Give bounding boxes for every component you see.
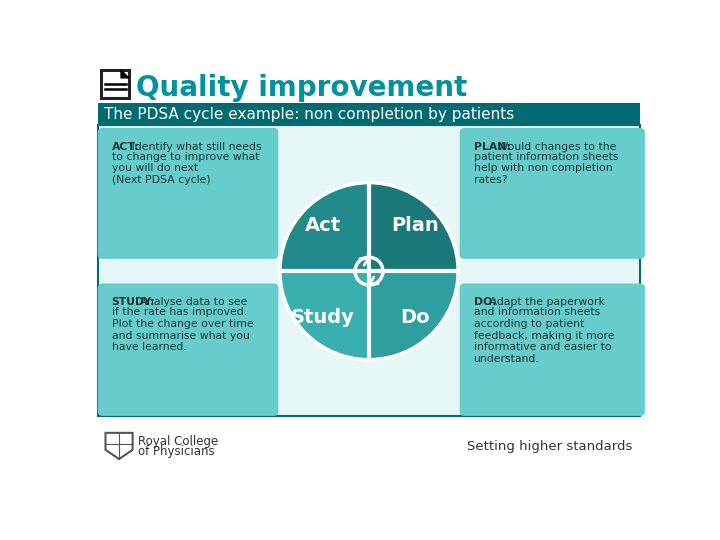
- Wedge shape: [369, 271, 458, 360]
- FancyBboxPatch shape: [98, 125, 640, 416]
- Text: patient information sheets
help with non completion
rates?: patient information sheets help with non…: [474, 152, 618, 185]
- Polygon shape: [121, 70, 129, 78]
- Text: PLAN:: PLAN:: [474, 142, 510, 152]
- FancyBboxPatch shape: [459, 284, 645, 416]
- Text: to change to improve what
you will do next
(Next PDSA cycle): to change to improve what you will do ne…: [112, 152, 259, 185]
- Text: Plan: Plan: [392, 215, 439, 234]
- Text: Royal College: Royal College: [138, 435, 218, 448]
- Text: The PDSA cycle example: non completion by patients: The PDSA cycle example: non completion b…: [104, 106, 514, 122]
- Text: and information sheets
according to patient
feedback, making it more
informative: and information sheets according to pati…: [474, 307, 614, 364]
- Text: Setting higher standards: Setting higher standards: [467, 440, 632, 453]
- Text: ACT:: ACT:: [112, 142, 140, 152]
- Text: Act: Act: [305, 215, 341, 234]
- FancyBboxPatch shape: [101, 70, 129, 98]
- Text: if the rate has improved.
Plot the change over time
and summarise what you
have : if the rate has improved. Plot the chang…: [112, 307, 253, 352]
- Text: Analyse data to see: Analyse data to see: [136, 298, 247, 307]
- Text: Identify what still needs: Identify what still needs: [128, 142, 261, 152]
- Wedge shape: [280, 271, 369, 360]
- FancyBboxPatch shape: [98, 284, 279, 416]
- Text: DO:: DO:: [474, 298, 496, 307]
- FancyBboxPatch shape: [98, 103, 640, 125]
- Text: Would changes to the: Would changes to the: [494, 142, 616, 152]
- FancyBboxPatch shape: [98, 128, 279, 259]
- Text: Do: Do: [400, 308, 430, 327]
- Text: Quality improvement: Quality improvement: [137, 74, 468, 102]
- Text: Adapt the paperwork: Adapt the paperwork: [486, 298, 605, 307]
- Wedge shape: [280, 183, 369, 271]
- FancyBboxPatch shape: [459, 128, 645, 259]
- Text: STUDY:: STUDY:: [112, 298, 156, 307]
- Text: Study: Study: [291, 308, 354, 327]
- Text: of Physicians: of Physicians: [138, 445, 215, 458]
- Wedge shape: [369, 183, 458, 271]
